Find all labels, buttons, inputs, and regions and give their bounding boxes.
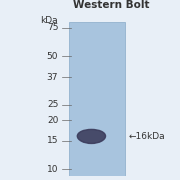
Text: kDa: kDa bbox=[41, 16, 58, 25]
Text: 10: 10 bbox=[47, 165, 58, 174]
Bar bbox=[69, 22, 125, 176]
Text: 15: 15 bbox=[47, 136, 58, 145]
Text: ←16kDa: ←16kDa bbox=[129, 132, 165, 141]
Text: 20: 20 bbox=[47, 116, 58, 125]
Text: 37: 37 bbox=[47, 73, 58, 82]
Text: Western Bolt: Western Bolt bbox=[73, 0, 149, 10]
Text: 50: 50 bbox=[47, 52, 58, 61]
Text: 75: 75 bbox=[47, 23, 58, 32]
Ellipse shape bbox=[77, 129, 105, 143]
Text: 25: 25 bbox=[47, 100, 58, 109]
